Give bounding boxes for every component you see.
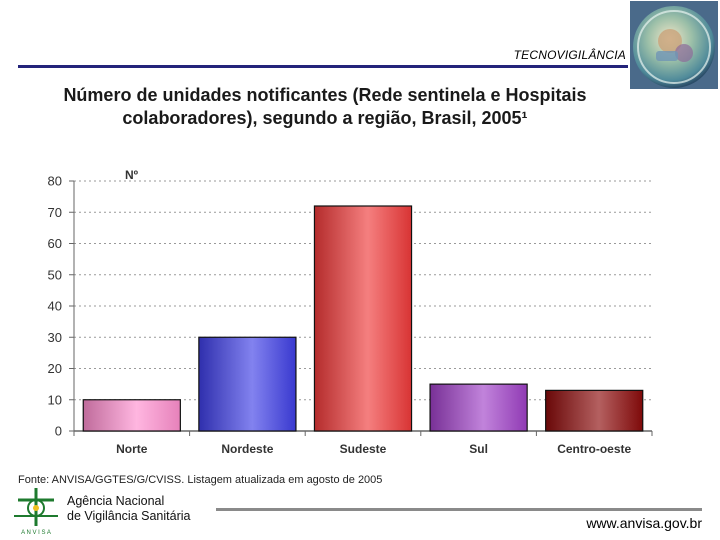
bar-centro-oeste	[545, 389, 644, 432]
y-tick-label: 80	[48, 174, 62, 189]
agency-name-line-2: de Vigilância Sanitária	[67, 509, 191, 523]
slide-title: Número de unidades notificantes (Rede se…	[20, 84, 630, 130]
y-tick-label: 10	[48, 392, 62, 407]
bar-norte	[82, 399, 181, 432]
header-title: TECNOVIGILÂNCIA	[513, 48, 626, 62]
x-tick-label: Sudeste	[340, 442, 387, 456]
website-link[interactable]: www.anvisa.gov.br	[586, 515, 702, 531]
bar-sul	[429, 383, 528, 432]
y-tick-label: 50	[48, 267, 62, 282]
bar-nordeste	[198, 336, 297, 432]
footer-divider	[216, 508, 702, 511]
globe-logo-icon	[630, 1, 718, 89]
y-tick-label: 60	[48, 236, 62, 251]
source-note: Fonte: ANVISA/GGTES/G/CVISS. Listagem at…	[18, 474, 383, 486]
slide-title-line-1: Número de unidades notificantes (Rede se…	[63, 85, 587, 105]
agency-name: Agência Nacional de Vigilância Sanitária	[67, 494, 190, 524]
slide-title-line-2: colaboradores), segundo a região, Brasil…	[122, 108, 528, 128]
x-tick-label: Sul	[469, 442, 488, 456]
y-tick-label: 70	[48, 205, 62, 220]
bar-chart: 0 10 20 30 40 50 60 70 80 Norte Nordeste Sudeste Sul…	[48, 168, 653, 456]
y-tick-label: 0	[55, 424, 62, 439]
x-tick-label: Centro-oeste	[557, 442, 631, 456]
y-tick-label: 40	[48, 299, 62, 314]
header-divider	[18, 65, 628, 68]
agency-name-line-1: Agência Nacional	[67, 494, 165, 508]
y-tick-label: 20	[48, 361, 62, 376]
x-tick-label: Nordeste	[221, 442, 273, 456]
bar-sudeste	[313, 205, 413, 432]
y-tick-label: 30	[48, 330, 62, 345]
x-tick-label: Norte	[116, 442, 148, 456]
anvisa-logo-icon: A N V I S A	[14, 488, 58, 536]
y-axis-title: Nº	[125, 168, 139, 182]
anvisa-acronym: A N V I S A	[21, 530, 51, 536]
